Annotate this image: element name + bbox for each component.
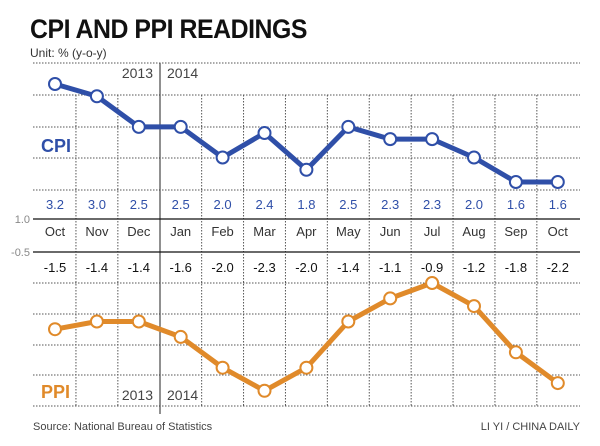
cpi-point: [299, 162, 314, 177]
credit: LI YI / CHINA DAILY: [480, 421, 580, 433]
cpi-value-label: 2.0: [214, 197, 232, 212]
cpi-point: [48, 77, 62, 91]
month-label: Jan: [170, 224, 191, 239]
month-label: Mar: [253, 224, 276, 239]
cpi-value-label: 2.5: [130, 197, 148, 212]
ppi-value-label: -1.1: [379, 260, 401, 275]
cpi-value-label: 2.3: [423, 197, 441, 212]
month-label: Jul: [424, 224, 441, 239]
cpi-value-label: 1.6: [507, 197, 525, 212]
ppi-point: [89, 314, 104, 329]
ppi-point: [467, 299, 481, 314]
ppi-value-label: -1.2: [463, 260, 485, 275]
chart-title: CPI AND PPI READINGS: [30, 14, 307, 44]
ppi-value-label: -1.4: [86, 260, 108, 275]
ppi-point: [131, 314, 146, 329]
month-label: Jun: [380, 224, 401, 239]
ppi-value-label: -2.3: [253, 260, 275, 275]
ppi-value-label: -1.4: [128, 260, 150, 275]
cpi-point: [425, 132, 440, 147]
cpi-point: [508, 175, 523, 189]
ppi-point: [299, 360, 314, 375]
cpi-value-label: 1.6: [549, 197, 567, 212]
cpi-point: [215, 150, 230, 165]
month-label: Oct: [45, 224, 66, 239]
cpi-point: [341, 119, 356, 134]
ppi-value-label: -1.4: [337, 260, 359, 275]
month-label: Aug: [462, 224, 485, 239]
ppi-value-label: -2.0: [211, 260, 233, 275]
ppi-value-label: -0.9: [421, 260, 443, 275]
cpi-point: [550, 175, 565, 189]
year-label-2013-top: 2013: [122, 65, 153, 81]
month-label: May: [336, 224, 361, 239]
ppi-point: [383, 291, 398, 306]
cpi-value-label: 2.5: [172, 197, 190, 212]
ppi-point: [173, 329, 188, 344]
cpi-value-label: 1.8: [297, 197, 315, 212]
unit-label: Unit: % (y-o-y): [30, 46, 107, 60]
ppi-point: [215, 360, 230, 375]
month-label: Oct: [548, 224, 569, 239]
ppi-point: [341, 314, 356, 329]
cpi-point: [131, 119, 146, 134]
cpi-point: [89, 89, 104, 104]
ppi-point: [425, 276, 440, 290]
month-label: Dec: [127, 224, 151, 239]
ppi-point: [257, 383, 272, 398]
ppi-point: [48, 322, 62, 337]
month-label: Nov: [85, 224, 109, 239]
cpi-point: [173, 119, 188, 134]
year-label-2014-top: 2014: [167, 65, 198, 81]
month-label: Feb: [211, 224, 233, 239]
cpi-value-label: 2.0: [465, 197, 483, 212]
source-note: Source: National Bureau of Statistics: [33, 421, 213, 433]
ppi-value-label: -2.0: [295, 260, 317, 275]
cpi-point: [383, 132, 398, 147]
cpi-value-label: 2.5: [339, 197, 357, 212]
ppi-axis-label: -0.5: [11, 247, 30, 259]
ppi-point: [508, 345, 523, 360]
cpi-value-label: 3.0: [88, 197, 106, 212]
ppi-value-label: -1.5: [44, 260, 66, 275]
cpi-point: [257, 126, 272, 140]
month-label: Apr: [296, 224, 317, 239]
ppi-value-label: -2.2: [547, 260, 569, 275]
cpi-series-label: CPI: [41, 136, 71, 156]
ppi-series-label: PPI: [41, 382, 70, 402]
month-label: Sep: [504, 224, 527, 239]
cpi-value-label: 2.4: [255, 197, 273, 212]
year-label-2013-bottom: 2013: [122, 387, 153, 403]
year-label-2014-bottom: 2014: [167, 387, 198, 403]
cpi-point: [467, 150, 481, 165]
ppi-value-label: -1.8: [505, 260, 527, 275]
cpi-value-label: 3.2: [46, 197, 64, 212]
cpi-axis-label: 1.0: [15, 214, 30, 226]
ppi-point: [550, 376, 565, 391]
cpi-value-label: 2.3: [381, 197, 399, 212]
ppi-value-label: -1.6: [169, 260, 191, 275]
